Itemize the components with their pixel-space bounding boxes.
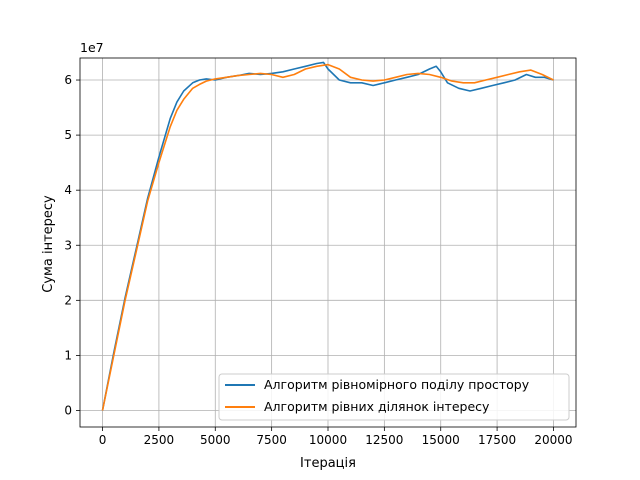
y-axis-label: Сума інтересу [41,195,56,293]
x-axis-ticks: 0 2500 5000 7500 10000 12500 15000 17500 20000 [99,427,573,447]
legend-box [218,373,570,421]
x-tick-label: 10000 [309,433,347,447]
x-tick-label: 17500 [478,433,516,447]
y-offset-label: 1e7 [80,40,104,55]
x-tick-label: 7500 [256,433,287,447]
series-lines [101,61,554,411]
y-tick-label: 0 [64,403,72,417]
x-tick-label: 15000 [422,433,460,447]
y-tick-label: 2 [64,293,72,307]
y-tick-label: 5 [64,128,72,142]
x-axis-label: Ітерація [300,456,356,471]
series-line-1 [101,63,554,411]
x-tick-label: 5000 [200,433,231,447]
legend: Алгоритм рівномірного поділу простору Ал… [218,373,570,421]
legend-label-equal-interest: Алгоритм рівних ділянок інтересу [264,399,490,414]
x-tick-label: 0 [99,433,107,447]
y-tick-label: 4 [64,183,72,197]
y-axis-ticks: 0 1 2 3 4 5 6 [64,73,80,417]
x-tick-label: 20000 [534,433,572,447]
legend-label-uniform-division: Алгоритм рівномірного поділу простору [264,377,530,392]
y-tick-label: 1 [64,348,72,362]
x-tick-label: 12500 [365,433,403,447]
y-tick-label: 3 [64,238,72,252]
y-tick-label: 6 [64,73,72,87]
x-tick-label: 2500 [144,433,175,447]
